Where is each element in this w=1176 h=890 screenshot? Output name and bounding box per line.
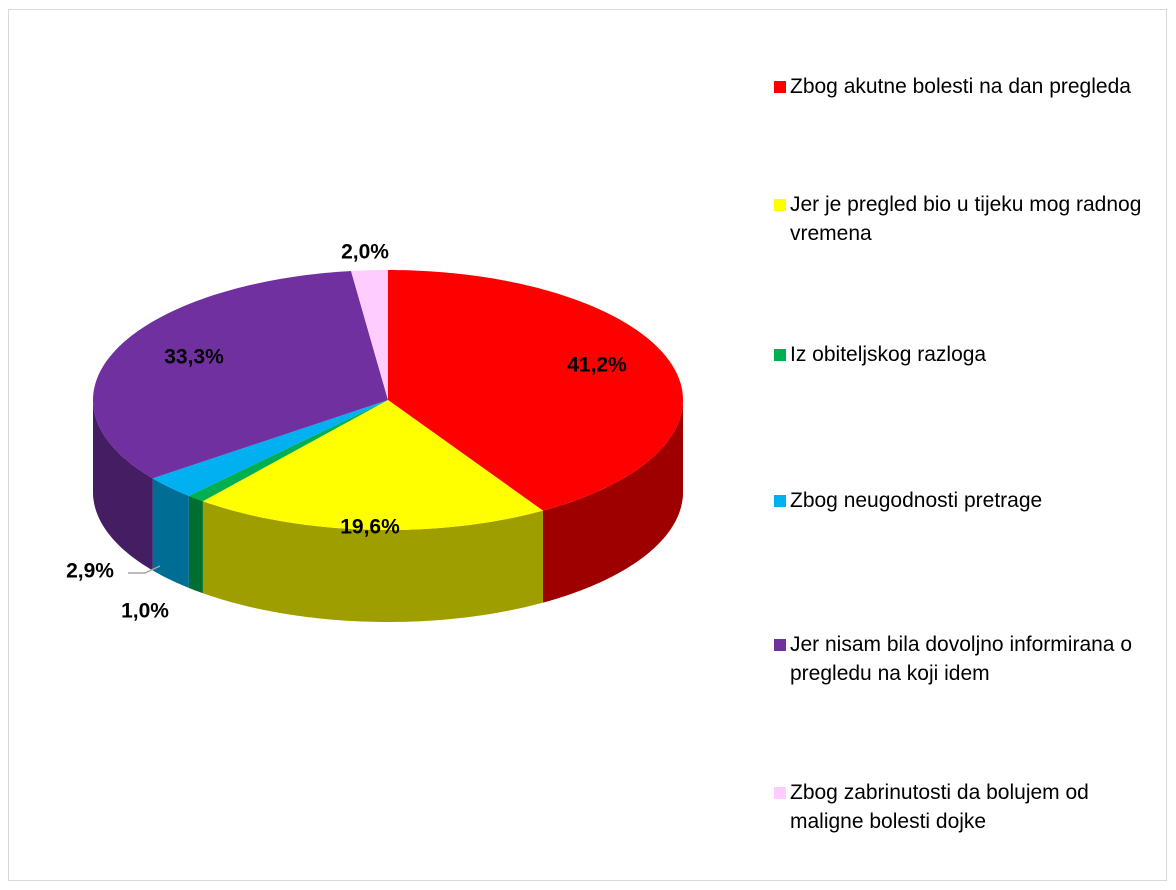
legend-item: Iz obiteljskog razloga (774, 340, 1164, 369)
chart-border (8, 9, 1167, 881)
legend-label: Zbog akutne bolesti na dan pregleda (790, 75, 1131, 98)
data-label: 41,2% (567, 354, 627, 377)
pie-side (93, 400, 153, 571)
legend-label: Iz obiteljskog razloga (790, 343, 987, 366)
legend-item: Zbog akutne bolesti na dan pregleda (774, 72, 1164, 101)
pie-side (202, 501, 543, 622)
pie-side-shade (542, 400, 683, 603)
legend-item: Zbog zabrinutosti da bolujem od maligne … (774, 778, 1164, 836)
legend-label: Jer nisam bila dovoljno informirana o pr… (790, 633, 1132, 685)
legend-item: Jer je pregled bio u tijeku mog radnog v… (774, 190, 1164, 248)
legend-swatch (774, 199, 786, 211)
legend-label: Zbog neugodnosti pretrage (790, 489, 1043, 512)
pie-slice (152, 400, 388, 496)
leader-line (128, 565, 161, 574)
data-label: 1,0% (121, 600, 169, 623)
legend-swatch (774, 81, 786, 93)
data-label: 19,6% (340, 516, 400, 539)
legend-swatch (774, 495, 786, 507)
pie-slice (188, 400, 388, 502)
legend-swatch (774, 639, 786, 651)
pie-side-shade (188, 495, 203, 594)
pie-slice (351, 270, 388, 400)
pie-side (542, 400, 683, 603)
pie-side (188, 495, 203, 594)
legend-item: Zbog neugodnosti pretrage (774, 486, 1164, 515)
data-label: 2,9% (66, 560, 114, 583)
pie-side (152, 478, 189, 588)
legend-label: Jer je pregled bio u tijeku mog radnog v… (790, 193, 1142, 245)
pie-slice (202, 400, 543, 530)
pie-side-shade (93, 400, 153, 571)
legend-swatch (774, 349, 786, 361)
legend-swatch (774, 787, 786, 799)
pie-slice (93, 271, 388, 479)
legend-item: Jer nisam bila dovoljno informirana o pr… (774, 630, 1164, 688)
data-label: 33,3% (164, 346, 224, 369)
pie-side-shade (152, 478, 189, 588)
legend-label: Zbog zabrinutosti da bolujem od maligne … (790, 781, 1089, 833)
pie-side-shade (202, 501, 543, 622)
pie-slice (388, 270, 683, 511)
data-label: 2,0% (341, 241, 389, 264)
